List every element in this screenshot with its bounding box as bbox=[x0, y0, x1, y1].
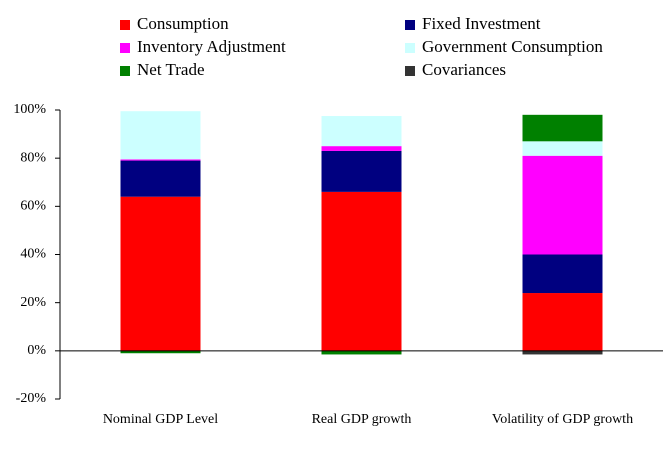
legend-label: Net Trade bbox=[137, 60, 205, 79]
bar-segment bbox=[522, 114, 603, 142]
legend-label: Government Consumption bbox=[422, 37, 603, 56]
bar-segment bbox=[120, 159, 201, 161]
bar-segment bbox=[321, 150, 402, 192]
bar-segment bbox=[120, 111, 201, 160]
y-tick-label: 60% bbox=[20, 199, 46, 214]
legend-swatch bbox=[405, 43, 415, 53]
legend-swatch bbox=[120, 43, 130, 53]
x-tick-label: Volatility of GDP growth bbox=[492, 412, 633, 427]
y-tick-label: -20% bbox=[16, 391, 47, 406]
legend-swatch bbox=[405, 66, 415, 76]
y-tick-label: 80% bbox=[20, 150, 46, 165]
bar-segment bbox=[120, 196, 201, 351]
bar-segment bbox=[120, 160, 201, 197]
x-tick-label: Nominal GDP Level bbox=[103, 412, 218, 427]
legend-label: Covariances bbox=[422, 60, 506, 79]
bar-segment bbox=[321, 146, 402, 151]
legend-label: Fixed Investment bbox=[422, 14, 541, 33]
bar-segment bbox=[522, 350, 603, 355]
bar-segment bbox=[120, 350, 201, 354]
legend-swatch bbox=[120, 20, 130, 30]
x-tick-label: Real GDP growth bbox=[312, 412, 412, 427]
y-tick-label: 40% bbox=[20, 247, 46, 262]
legend-label: Inventory Adjustment bbox=[137, 37, 286, 56]
bar-segment bbox=[522, 141, 603, 156]
legend-swatch bbox=[120, 66, 130, 76]
legend-swatch bbox=[405, 20, 415, 30]
y-tick-label: 0% bbox=[27, 343, 46, 358]
bar-segment bbox=[321, 350, 402, 355]
bar-segment bbox=[321, 191, 402, 351]
legend-label: Consumption bbox=[137, 14, 229, 33]
bar-segment bbox=[522, 155, 603, 255]
bar-segment bbox=[522, 254, 603, 294]
bar-segment bbox=[321, 116, 402, 147]
y-tick-label: 20% bbox=[20, 295, 46, 310]
bar-segment bbox=[522, 293, 603, 351]
y-tick-label: 100% bbox=[13, 102, 46, 117]
